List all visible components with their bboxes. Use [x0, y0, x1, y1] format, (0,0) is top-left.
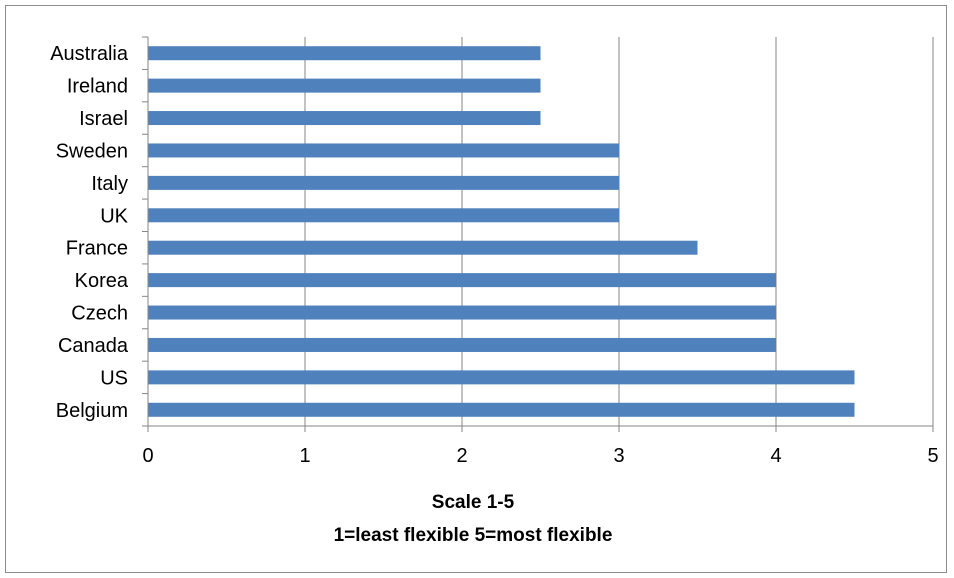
x-axis-label-line-1: Scale 1-5 [432, 492, 515, 513]
bar-ireland [148, 78, 541, 93]
gridlines [304, 37, 934, 426]
y-category-label-czech: Czech [71, 303, 128, 325]
y-category-label-us: US [100, 367, 128, 389]
x-axis-label-line-2: 1=least flexible 5=most flexible [334, 525, 613, 546]
bar-israel [148, 111, 541, 126]
y-category-label-belgium: Belgium [56, 400, 128, 422]
bar-france [148, 240, 698, 255]
labels: 0 1 2 3 4 5 Australia Ireland Israel Sweden Italy U… [50, 43, 938, 467]
x-tick-label-5: 5 [927, 445, 938, 467]
y-category-label-sweden: Sweden [56, 140, 128, 162]
y-category-label-korea: Korea [75, 270, 129, 292]
bar-sweden [148, 143, 619, 158]
bars [148, 46, 855, 417]
y-category-label-france: France [66, 238, 128, 260]
x-tick-label-0: 0 [142, 445, 153, 467]
bar-canada [148, 337, 776, 352]
axes [142, 36, 934, 432]
bar-belgium [148, 402, 855, 417]
bar-italy [148, 175, 619, 190]
x-tick-label-3: 3 [613, 445, 624, 467]
y-category-label-ireland: Ireland [67, 76, 128, 98]
x-tick-label-1: 1 [299, 445, 310, 467]
y-category-label-italy: Italy [91, 173, 128, 195]
y-category-label-australia: Australia [50, 43, 129, 65]
x-tick-label-2: 2 [456, 445, 467, 467]
bar-uk [148, 208, 619, 223]
bar-korea [148, 273, 776, 288]
chart-frame: 0 1 2 3 4 5 Australia Ireland Israel Sweden Italy U… [5, 5, 947, 573]
y-category-label-israel: Israel [79, 108, 128, 130]
bar-us [148, 370, 855, 385]
y-category-label-uk: UK [100, 205, 128, 227]
x-tick-label-4: 4 [770, 445, 781, 467]
bar-czech [148, 305, 776, 320]
bar-australia [148, 46, 541, 61]
bar-chart: 0 1 2 3 4 5 Australia Ireland Israel Sweden Italy U… [50, 36, 939, 546]
y-category-label-canada: Canada [58, 335, 129, 357]
